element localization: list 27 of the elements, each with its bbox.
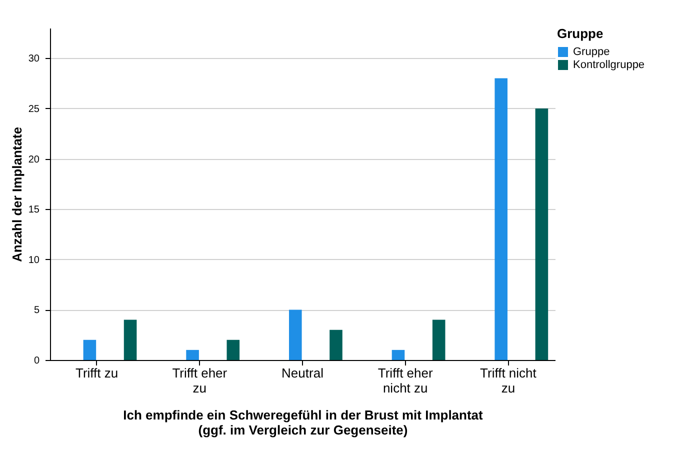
x-tick-label: Trifft nicht zu	[480, 366, 537, 396]
x-tick-label: Trifft eher zu	[172, 366, 228, 396]
bar	[392, 350, 405, 360]
x-tick-label: Neutral	[282, 366, 324, 380]
y-tick-label: 25	[28, 104, 40, 115]
x-tick-label: Trifft eher nicht zu	[378, 366, 434, 396]
bar	[226, 340, 240, 360]
bar	[330, 330, 342, 360]
bar	[432, 320, 446, 360]
y-tick-label: 0	[34, 356, 40, 366]
y-tick-label: 10	[28, 254, 40, 266]
y-tick-label: 20	[28, 154, 40, 166]
legend-title: Gruppe	[557, 26, 604, 41]
bar	[494, 78, 508, 360]
bar	[289, 310, 302, 360]
legend-label: Gruppe	[573, 46, 610, 58]
bar	[186, 350, 199, 360]
y-tick-label: 5	[34, 305, 40, 316]
y-tick-label: 15	[28, 204, 40, 216]
y-tick-label: 30	[28, 54, 40, 65]
y-axis-title: Anzahl der Implantate	[9, 126, 24, 262]
bar	[83, 340, 96, 360]
x-tick-label: Trifft zu	[75, 366, 118, 380]
legend-label: Kontrollgruppe	[573, 59, 645, 71]
bar	[124, 320, 137, 360]
bar	[535, 108, 548, 360]
x-axis-title: Ich empfinde ein Schweregefühl in der Brust mit Implantat (ggf. im Vergleich zur Gegenseite)	[123, 408, 484, 438]
